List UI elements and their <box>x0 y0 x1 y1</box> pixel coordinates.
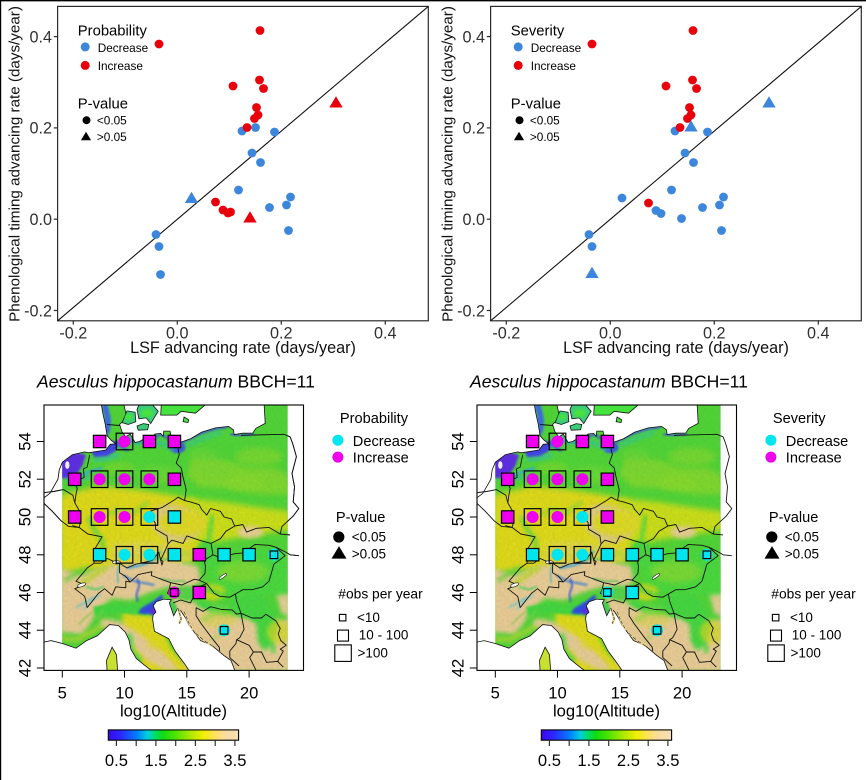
svg-text:15: 15 <box>178 684 196 703</box>
svg-text:0.4: 0.4 <box>29 28 52 46</box>
svg-text:0.2: 0.2 <box>703 324 726 342</box>
svg-text:50: 50 <box>16 508 35 526</box>
svg-text:-0.2: -0.2 <box>59 324 87 342</box>
svg-text:48: 48 <box>449 546 468 564</box>
svg-text:Increase: Increase <box>531 59 577 73</box>
svg-text:Aesculus hippocastanum BBCH=11: Aesculus hippocastanum BBCH=11 <box>469 372 748 392</box>
svg-text:0.4: 0.4 <box>807 324 830 342</box>
svg-text:3.5: 3.5 <box>656 751 679 770</box>
svg-text:>0.05: >0.05 <box>785 547 819 562</box>
svg-text:Increase: Increase <box>353 451 409 467</box>
svg-text:54: 54 <box>16 432 35 450</box>
svg-text:10: 10 <box>115 684 133 703</box>
svg-text:>0.05: >0.05 <box>352 547 386 562</box>
svg-text:LSF advancing rate (days/year): LSF advancing rate (days/year) <box>563 339 789 357</box>
svg-text:0.5: 0.5 <box>105 751 128 770</box>
svg-text:Decrease: Decrease <box>531 41 582 55</box>
svg-text:>100: >100 <box>791 646 821 661</box>
svg-text:P-value: P-value <box>78 97 128 113</box>
svg-text:44: 44 <box>449 621 468 639</box>
svg-text:Probability: Probability <box>78 24 148 40</box>
svg-text:>100: >100 <box>358 646 388 661</box>
svg-text:54: 54 <box>449 432 468 450</box>
svg-text:42: 42 <box>449 659 468 677</box>
svg-text:-0.2: -0.2 <box>457 302 485 320</box>
svg-text:46: 46 <box>16 583 35 601</box>
svg-text:0.0: 0.0 <box>166 324 189 342</box>
svg-text:1.5: 1.5 <box>577 751 600 770</box>
svg-text:5: 5 <box>58 684 67 703</box>
svg-text:0.4: 0.4 <box>374 324 397 342</box>
svg-text:Increase: Increase <box>98 59 144 73</box>
svg-text:48: 48 <box>16 546 35 564</box>
svg-text:0.0: 0.0 <box>462 211 485 229</box>
svg-text:#obs per year: #obs per year <box>338 587 423 602</box>
svg-text:0.0: 0.0 <box>599 324 622 342</box>
svg-text:0.4: 0.4 <box>462 28 485 46</box>
svg-text:3.5: 3.5 <box>223 751 246 770</box>
svg-text:<10: <10 <box>357 610 380 625</box>
svg-text:52: 52 <box>16 470 35 488</box>
svg-text:0.5: 0.5 <box>538 751 561 770</box>
svg-text:<0.05: <0.05 <box>785 530 819 545</box>
svg-text:log10(Altitude): log10(Altitude) <box>120 702 227 721</box>
svg-text:Phenological timing advancing: Phenological timing advancing rate (days… <box>7 6 24 322</box>
svg-text:Decrease: Decrease <box>98 41 149 55</box>
svg-text:<0.05: <0.05 <box>530 114 560 128</box>
svg-text:52: 52 <box>449 470 468 488</box>
svg-text:15: 15 <box>611 684 629 703</box>
svg-text:Aesculus hippocastanum BBCH=11: Aesculus hippocastanum BBCH=11 <box>36 372 315 392</box>
svg-text:42: 42 <box>16 659 35 677</box>
svg-text:2.5: 2.5 <box>184 751 207 770</box>
svg-text:Phenological timing advancing: Phenological timing advancing rate (days… <box>440 6 457 322</box>
svg-text:#obs per year: #obs per year <box>771 587 856 602</box>
svg-text:Probability: Probability <box>340 411 409 427</box>
svg-text:<10: <10 <box>790 610 813 625</box>
svg-text:>0.05: >0.05 <box>530 130 560 144</box>
svg-text:Severity: Severity <box>511 24 565 40</box>
svg-text:<0.05: <0.05 <box>97 114 127 128</box>
svg-text:-0.2: -0.2 <box>492 324 520 342</box>
svg-text:Severity: Severity <box>773 411 826 427</box>
svg-text:10 - 100: 10 - 100 <box>792 628 842 643</box>
svg-text:0.2: 0.2 <box>29 120 52 138</box>
svg-text:-0.2: -0.2 <box>24 302 52 320</box>
svg-text:log10(Altitude): log10(Altitude) <box>553 702 660 721</box>
svg-text:20: 20 <box>673 684 691 703</box>
svg-text:0.2: 0.2 <box>270 324 293 342</box>
svg-text:44: 44 <box>16 621 35 639</box>
svg-text:<0.05: <0.05 <box>352 530 386 545</box>
svg-text:10 - 100: 10 - 100 <box>359 628 409 643</box>
svg-text:20: 20 <box>240 684 258 703</box>
svg-text:10: 10 <box>548 684 566 703</box>
svg-text:2.5: 2.5 <box>617 751 640 770</box>
svg-text:50: 50 <box>449 508 468 526</box>
svg-text:Decrease: Decrease <box>786 434 848 450</box>
svg-text:LSF advancing rate (days/year): LSF advancing rate (days/year) <box>130 339 356 357</box>
svg-text:P-value: P-value <box>769 510 818 526</box>
svg-text:46: 46 <box>449 583 468 601</box>
svg-text:5: 5 <box>491 684 500 703</box>
svg-text:Decrease: Decrease <box>353 434 415 450</box>
svg-text:0.0: 0.0 <box>29 211 52 229</box>
svg-text:>0.05: >0.05 <box>97 130 127 144</box>
svg-text:0.2: 0.2 <box>462 120 485 138</box>
svg-text:Increase: Increase <box>786 451 842 467</box>
svg-text:1.5: 1.5 <box>144 751 167 770</box>
svg-text:P-value: P-value <box>511 97 561 113</box>
svg-text:P-value: P-value <box>336 510 385 526</box>
